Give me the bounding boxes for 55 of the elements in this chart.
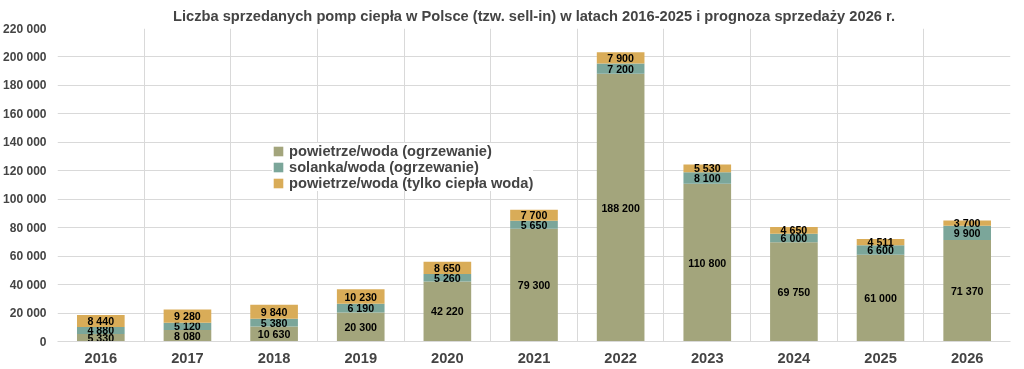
legend-label: powietrze/woda (ogrzewanie) [289, 143, 492, 159]
bar [856, 254, 905, 342]
x-tick-label: 2025 [864, 349, 897, 366]
x-tick-label: 2020 [431, 349, 464, 366]
data-label: 8 650 [434, 261, 461, 274]
bar [423, 281, 472, 342]
data-label: 71 370 [950, 284, 984, 297]
y-tick-label: 120 000 [3, 163, 47, 178]
data-label: 7 900 [607, 51, 635, 64]
data-label: 10 230 [344, 290, 378, 303]
data-label: 8 100 [693, 172, 721, 185]
data-label: 20 300 [344, 321, 378, 334]
x-tick-label: 2019 [344, 349, 378, 366]
bar [683, 183, 732, 342]
bar [943, 239, 992, 342]
y-tick-label: 180 000 [3, 78, 47, 93]
data-label: 8 440 [87, 314, 115, 327]
data-label: 110 800 [688, 256, 727, 269]
x-tick-label: 2016 [84, 349, 118, 366]
data-label: 9 280 [174, 310, 201, 323]
x-tick-label: 2023 [690, 349, 724, 366]
data-label: 42 220 [431, 305, 464, 318]
y-tick-label: 220 000 [3, 21, 47, 36]
y-tick-label: 160 000 [3, 106, 47, 121]
x-tick-label: 2017 [171, 349, 204, 366]
data-label: 79 300 [517, 279, 551, 292]
data-label: 10 630 [257, 327, 291, 340]
y-tick-label: 40 000 [9, 277, 47, 292]
x-tick-label: 2026 [950, 349, 984, 366]
x-tick-label: 2021 [517, 349, 551, 366]
y-tick-label: 20 000 [9, 306, 47, 321]
y-tick-label: 200 000 [3, 49, 47, 64]
y-tick-label: 0 [39, 334, 47, 349]
chart-title: Liczba sprzedanych pomp ciepła w Polsce (tzw. sell-in) w latach 2016-2025 i prognoza sprzedaży 2026 r. [173, 7, 895, 24]
x-tick-label: 2022 [604, 349, 637, 366]
x-tick-label: 2024 [777, 349, 812, 366]
data-label: 7 200 [607, 62, 635, 75]
legend-label: powietrze/woda (tylko ciepła woda) [289, 175, 534, 191]
y-tick-label: 140 000 [3, 135, 47, 150]
data-label: 5 380 [260, 316, 288, 329]
data-label: 5 260 [434, 271, 461, 284]
data-label: 69 750 [777, 285, 811, 298]
y-tick-label: 60 000 [9, 249, 47, 264]
y-tick-label: 100 000 [3, 192, 47, 207]
bar [596, 73, 645, 342]
legend-label: solanka/woda (ogrzewanie) [289, 159, 479, 175]
data-label: 9 840 [260, 305, 288, 318]
bar [510, 228, 558, 342]
data-label: 188 200 [601, 201, 640, 214]
y-tick-label: 80 000 [9, 220, 47, 235]
data-label: 5 530 [693, 162, 721, 175]
x-tick-label: 2018 [257, 349, 291, 366]
data-label: 61 000 [864, 292, 897, 305]
data-label: 6 190 [347, 302, 375, 315]
bar [770, 242, 818, 342]
